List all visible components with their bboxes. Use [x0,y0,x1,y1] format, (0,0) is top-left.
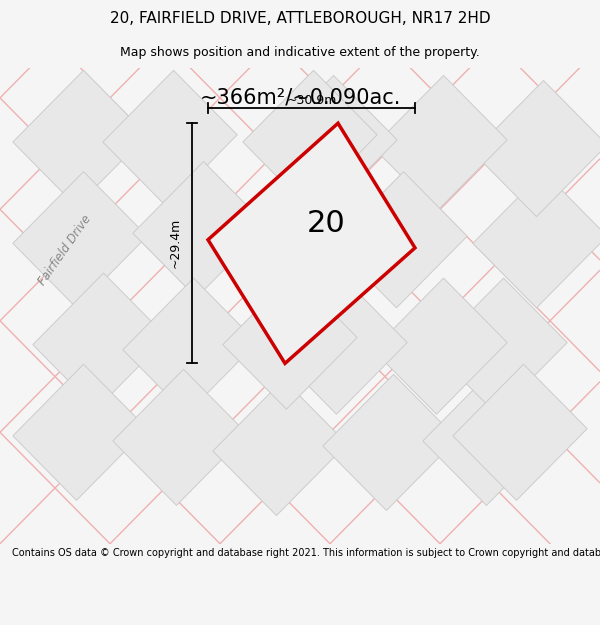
Text: ~29.4m: ~29.4m [169,218,182,268]
Polygon shape [103,71,237,206]
Polygon shape [13,71,147,206]
Polygon shape [33,273,167,409]
Polygon shape [373,76,507,212]
Polygon shape [273,278,407,414]
Polygon shape [333,172,467,308]
Polygon shape [123,278,257,414]
Text: Fairfield Drive: Fairfield Drive [36,213,94,288]
Polygon shape [113,369,247,506]
Polygon shape [423,369,557,506]
Polygon shape [473,81,600,217]
Polygon shape [473,172,600,308]
Polygon shape [373,278,507,414]
Text: ~30.9m: ~30.9m [286,94,337,107]
Polygon shape [208,123,415,363]
Text: ~366m²/~0.090ac.: ~366m²/~0.090ac. [199,88,401,108]
Polygon shape [453,364,587,501]
Polygon shape [213,379,347,516]
Text: 20: 20 [307,209,346,238]
Polygon shape [133,161,267,298]
Polygon shape [323,374,457,511]
Polygon shape [243,71,377,206]
Polygon shape [13,364,147,501]
Polygon shape [223,273,357,409]
Text: Contains OS data © Crown copyright and database right 2021. This information is : Contains OS data © Crown copyright and d… [12,548,600,558]
Text: 20, FAIRFIELD DRIVE, ATTLEBOROUGH, NR17 2HD: 20, FAIRFIELD DRIVE, ATTLEBOROUGH, NR17 … [110,11,490,26]
Polygon shape [433,278,567,414]
Polygon shape [233,167,367,302]
Polygon shape [13,172,147,308]
Text: Map shows position and indicative extent of the property.: Map shows position and indicative extent… [120,46,480,59]
Polygon shape [263,76,397,212]
